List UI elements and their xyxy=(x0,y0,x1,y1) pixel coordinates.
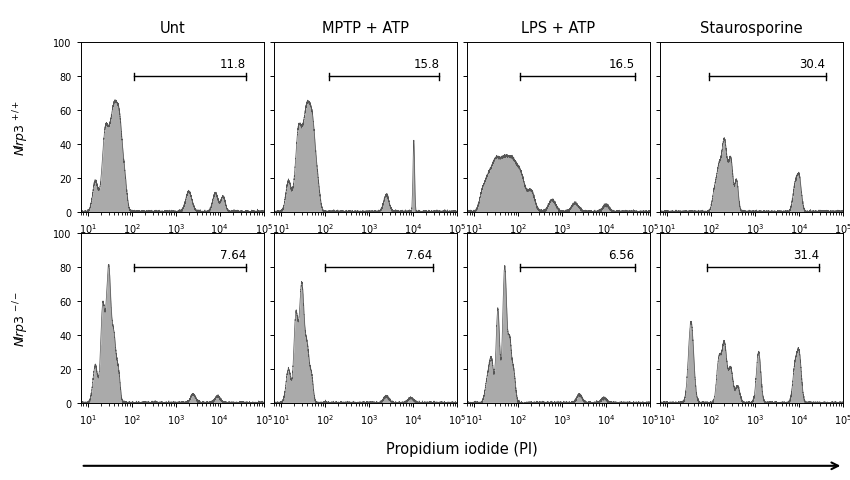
Text: 15.8: 15.8 xyxy=(413,58,439,71)
Text: 16.5: 16.5 xyxy=(609,58,635,71)
Text: $\mathit{N}\!\mathit{lrp3}$ $^{-/-}$: $\mathit{N}\!\mathit{lrp3}$ $^{-/-}$ xyxy=(11,290,31,347)
Text: 11.8: 11.8 xyxy=(220,58,246,71)
Text: 6.56: 6.56 xyxy=(609,249,635,262)
Text: 30.4: 30.4 xyxy=(800,58,825,71)
Text: Propidium iodide (PI): Propidium iodide (PI) xyxy=(386,441,538,456)
Text: Unt: Unt xyxy=(159,21,185,36)
Text: Staurosporine: Staurosporine xyxy=(700,21,803,36)
Text: $\mathit{N}\!\mathit{lrp3}$ $^{+/+}$: $\mathit{N}\!\mathit{lrp3}$ $^{+/+}$ xyxy=(11,100,31,156)
Text: 31.4: 31.4 xyxy=(793,249,819,262)
Text: 7.64: 7.64 xyxy=(406,249,433,262)
Text: LPS + ATP: LPS + ATP xyxy=(522,21,596,36)
Text: 7.64: 7.64 xyxy=(220,249,246,262)
Text: MPTP + ATP: MPTP + ATP xyxy=(322,21,409,36)
